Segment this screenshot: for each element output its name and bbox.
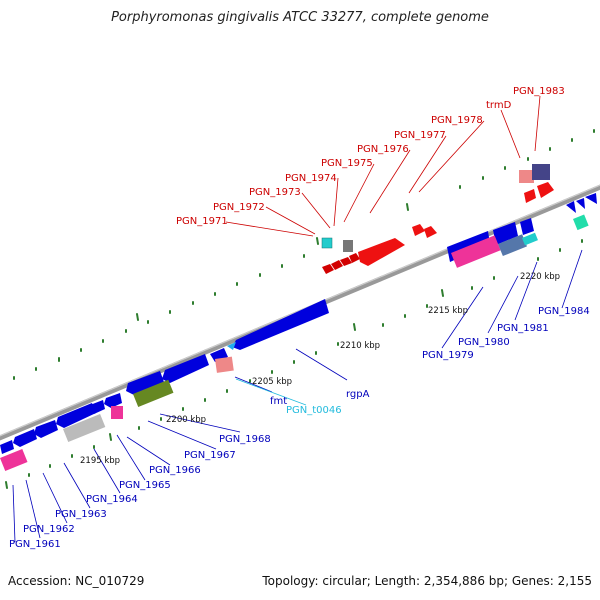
trna-box — [321, 237, 333, 249]
reverse-genes-left — [0, 299, 329, 471]
gene-label: PGN_1972 — [213, 202, 265, 213]
gene-arrow — [13, 429, 37, 447]
gene-label: PGN_1978 — [431, 115, 483, 126]
leader-lines-red — [225, 95, 541, 237]
scale-label: 2215 kbp — [428, 306, 468, 316]
gene-label: PGN_1973 — [249, 187, 301, 198]
genome-backbone-highlight — [0, 184, 600, 437]
gene-labels-blue-right: PGN_1979 PGN_1980 PGN_1981 PGN_1984 — [422, 306, 590, 361]
gene-label: PGN_1961 — [9, 539, 61, 550]
gene-arrow — [340, 257, 352, 266]
gene-label: PGN_1980 — [458, 337, 510, 348]
forward-genes — [321, 164, 554, 274]
gene-arrow — [126, 371, 164, 395]
scale-label: 2210 kbp — [340, 341, 380, 351]
trna-box — [573, 214, 589, 231]
gene-label: PGN_1981 — [497, 323, 549, 334]
tick-track-upper — [13, 129, 595, 380]
misc-box — [498, 234, 527, 257]
gene-arrow — [331, 260, 343, 270]
reverse-genes-right — [447, 193, 597, 268]
gene-label: PGN_1979 — [422, 350, 474, 361]
genome-info-text: Topology: circular; Length: 2,354,886 bp… — [262, 574, 592, 588]
gene-arrow — [232, 299, 329, 350]
gene-labels-red: PGN_1971 PGN_1972 PGN_1973 PGN_1974 PGN_… — [176, 86, 565, 227]
trna-box — [522, 232, 538, 246]
gene-arrow — [524, 189, 536, 203]
gene-label: PGN_1977 — [394, 130, 446, 141]
gene-label: PGN_1967 — [184, 450, 236, 461]
rrna-box — [111, 406, 123, 419]
pseudo-box — [343, 240, 353, 252]
gene-arrow — [349, 253, 360, 263]
scale-label: 2195 kbp — [80, 456, 120, 466]
gene-arrow — [424, 226, 437, 238]
gene-arrow — [520, 218, 534, 235]
gene-label: PGN_1963 — [55, 509, 107, 520]
scale-labels: 2195 kbp 2200 kbp 2205 kbp 2210 kbp 2215… — [80, 272, 560, 466]
rrna-box — [0, 449, 28, 471]
leader-line-trna — [235, 378, 307, 406]
gene-label: PGN_1964 — [86, 494, 138, 505]
gene-arrow — [493, 222, 518, 245]
gene-label: PGN_1984 — [538, 306, 590, 317]
gene-label: PGN_1975 — [321, 158, 373, 169]
scale-label: 2220 kbp — [520, 272, 560, 282]
gene-arrow — [566, 201, 576, 213]
rrna-box — [451, 235, 501, 268]
gene-label: rgpA — [346, 389, 370, 400]
gene-arrow — [227, 342, 236, 350]
accession-text: Accession: NC_010729 — [8, 574, 145, 588]
gene-arrow — [322, 264, 334, 274]
gene-label: PGN_1965 — [119, 480, 171, 491]
gene-labels-blue-bottom: rgpA fmt PGN_1968 PGN_1967 PGN_1966 PGN_… — [9, 389, 370, 550]
gene-label: PGN_1968 — [219, 434, 271, 445]
trna-label: PGN_t0046 — [286, 405, 342, 416]
gene-arrow — [585, 193, 597, 204]
rrna-box — [519, 170, 534, 183]
gene-label: PGN_1962 — [23, 524, 75, 535]
rrna-box — [215, 356, 234, 373]
gene-label: PGN_1983 — [513, 86, 565, 97]
gene-arrow — [537, 182, 554, 198]
gene-label: PGN_1974 — [285, 173, 337, 184]
leader-lines-blue — [12, 249, 583, 543]
tick-track-lower — [5, 239, 583, 489]
map-title: Porphyromonas gingivalis ATCC 33277, com… — [111, 10, 489, 25]
gene-label: PGN_1966 — [149, 465, 201, 476]
gene-arrow — [412, 224, 425, 236]
gene-label: fmt — [270, 396, 287, 407]
scale-label: 2205 kbp — [252, 377, 292, 387]
gene-label: trmD — [486, 100, 512, 111]
gene-arrow — [0, 440, 14, 454]
gene-arrow — [576, 198, 585, 209]
gene-arrow — [104, 393, 122, 408]
gene-label: PGN_1971 — [176, 216, 228, 227]
misc-box — [532, 164, 550, 180]
gene-arrow — [34, 420, 58, 438]
gene-arrow — [56, 403, 96, 428]
gene-arrow — [162, 354, 209, 383]
gene-label: PGN_1976 — [357, 144, 409, 155]
pseudo-box — [63, 414, 106, 442]
misc-box — [133, 379, 174, 407]
scale-label: 2200 kbp — [166, 415, 206, 425]
gene-arrow — [358, 238, 405, 266]
